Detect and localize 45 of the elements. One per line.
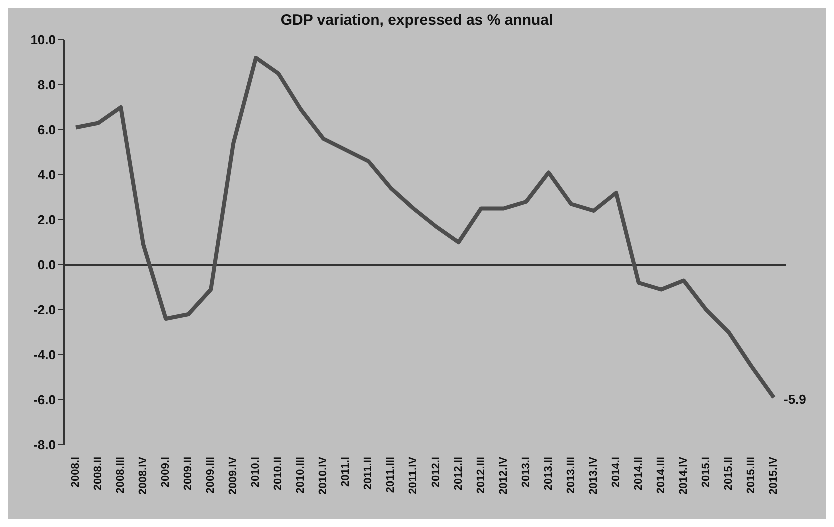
y-tick-label: 4.0: [38, 168, 56, 183]
x-tick-label: 2009.IV: [228, 456, 240, 495]
y-tick-label: 2.0: [38, 212, 56, 228]
x-tick-label: 2015.II: [722, 457, 735, 491]
x-tick-label: 2015.III: [745, 457, 758, 494]
x-tick-label: 2014.I: [610, 457, 622, 488]
x-tick-label: 2011.I: [340, 457, 352, 487]
y-tick-label: 0.0: [38, 258, 56, 273]
x-tick-label: 2015.I: [700, 457, 712, 488]
x-tick-label: 2013.II: [542, 457, 555, 491]
x-tick-label: 2008.IV: [138, 456, 150, 495]
x-tick-label: 2011.IV: [408, 456, 420, 494]
y-tick-label: 6.0: [38, 122, 56, 138]
x-tick-label: 2010.IV: [318, 456, 330, 495]
x-tick-label: 2009.II: [182, 457, 195, 491]
x-tick-label: 2010.II: [272, 457, 285, 491]
x-tick-label: 2008.III: [115, 457, 128, 494]
x-tick-label: 2014.II: [632, 457, 645, 491]
x-tick-label: 2014.III: [655, 457, 668, 494]
x-tick-label: 2008.I: [70, 457, 82, 488]
x-tick-label: 2011.III: [385, 457, 398, 494]
y-tick-label: -8.0: [34, 438, 56, 453]
x-tick-label: 2012.II: [452, 457, 465, 491]
y-tick-label: 10.0: [30, 32, 56, 48]
chart-title: GDP variation, expressed as % annual: [280, 11, 554, 31]
y-tick-label: -6.0: [34, 392, 56, 408]
y-tick-label: -4.0: [34, 348, 56, 363]
x-tick-label: 2012.I: [430, 457, 442, 488]
x-tick-label: 2009.III: [205, 457, 218, 494]
x-tick-label: 2014.IV: [678, 456, 690, 495]
x-tick-label: 2009.I: [160, 457, 172, 488]
x-tick-label: 2013.III: [565, 457, 578, 494]
y-tick-label: 8.0: [38, 78, 56, 93]
x-tick-label: 2013.IV: [588, 456, 600, 495]
x-tick-label: 2012.IV: [498, 456, 510, 495]
x-tick-label: 2010.III: [295, 457, 308, 494]
x-tick-label: 2015.IV: [768, 456, 780, 495]
data-label: -5.9: [784, 392, 806, 407]
x-tick-label: 2008.II: [92, 457, 105, 491]
y-tick-label: -2.0: [34, 302, 56, 318]
x-tick-label: 2011.II: [362, 457, 375, 490]
x-tick-label: 2010.I: [250, 457, 262, 488]
x-tick-label: 2012.III: [475, 457, 488, 494]
line-series: [74, 56, 776, 400]
x-tick-label: 2013.I: [520, 457, 532, 488]
